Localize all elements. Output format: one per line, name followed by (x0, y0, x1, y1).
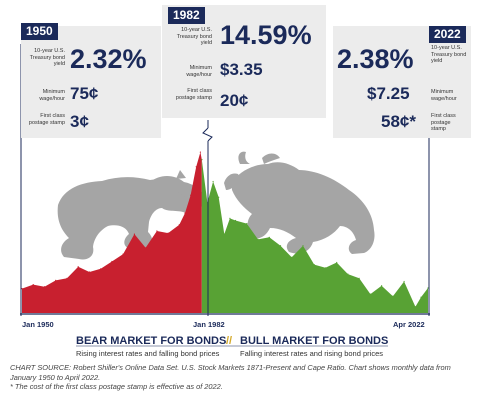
legend-bull-subtitle: Falling interest rates and rising bond p… (240, 349, 383, 358)
x-tick-label-1950: Jan 1950 (22, 320, 54, 329)
yield-label-2022: 10-year U.S. Treasury bond yield (431, 45, 467, 64)
data-point (201, 159, 203, 161)
legend-bull: BULL MARKET FOR BONDS (240, 335, 389, 347)
wage-value-1950: 75¢ (70, 84, 99, 103)
data-point (268, 236, 270, 238)
data-point (32, 284, 34, 286)
data-point (427, 287, 429, 289)
data-point (246, 223, 248, 225)
year-tag-1982: 1982 (168, 7, 205, 24)
postage-label-2022: First class postage stamp (431, 113, 456, 132)
x-tick-label-1982: Jan 1982 (193, 320, 225, 329)
data-point (145, 247, 147, 249)
wage-label-1950: Minimum wage/hour (39, 89, 65, 102)
yield-value-1982: 14.59% (220, 20, 312, 50)
panel-1950 (21, 26, 161, 138)
panel-2022 (333, 26, 471, 138)
data-point (21, 288, 23, 290)
data-point (358, 277, 360, 279)
yield-label-1950: 10-year U.S. Treasury bond yield (29, 48, 65, 67)
wage-label-2022: Minimum wage/hour (431, 89, 457, 102)
data-point (178, 224, 180, 226)
data-point (414, 306, 416, 308)
wage-value-1982: $3.35 (220, 60, 263, 79)
bear-yield-area (22, 152, 202, 313)
data-point (392, 295, 394, 297)
data-point (381, 285, 383, 287)
postage-value-1950: 3¢ (70, 112, 89, 131)
wage-value-2022: $7.25 (367, 84, 410, 103)
source-line: CHART SOURCE: Robert Shiller's Online Da… (10, 363, 451, 382)
data-point (291, 256, 293, 258)
data-point (218, 196, 220, 198)
bull-yield-area (201, 159, 428, 313)
divider-1982-break (202, 127, 213, 142)
yield-value-1950: 2.32% (70, 44, 147, 74)
data-point (77, 266, 79, 268)
data-point (313, 264, 315, 266)
data-point (420, 296, 422, 298)
data-point (257, 238, 259, 240)
data-point (195, 166, 197, 168)
data-point (55, 279, 57, 281)
legend-separator: // (226, 335, 233, 347)
data-point (223, 233, 225, 235)
data-point (122, 253, 124, 255)
yield-value-2022: 2.38% (337, 44, 414, 74)
data-point (66, 277, 68, 279)
x-tick-label-2022: Apr 2022 (393, 320, 425, 329)
year-tag-1950: 1950 (21, 23, 58, 40)
data-point (369, 293, 371, 295)
data-point (229, 217, 231, 219)
yield-label-1982: 10-year U.S. Treasury bond yield (176, 27, 212, 46)
data-point (167, 232, 169, 234)
chart-source-note: CHART SOURCE: Robert Shiller's Online Da… (10, 363, 478, 392)
bull-illustration (224, 151, 375, 254)
postage-footnote: * The cost of the first class postage st… (10, 382, 223, 391)
data-point (199, 151, 201, 153)
data-point (156, 230, 158, 232)
year-tag-2022: 2022 (429, 26, 466, 43)
postage-value-1982: 20¢ (220, 91, 249, 110)
legend-bear-subtitle: Rising interest rates and falling bond p… (76, 349, 220, 358)
data-point (100, 268, 102, 270)
data-point (212, 180, 214, 183)
wage-label-1982: Minimum wage/hour (186, 65, 212, 78)
data-point (88, 271, 90, 273)
data-point (111, 260, 113, 263)
data-point (184, 212, 186, 214)
data-point (336, 261, 338, 264)
data-point (190, 194, 192, 196)
bear-market-area (21, 151, 203, 313)
postage-label-1950: First class postage stamp (28, 113, 65, 126)
data-point (133, 233, 135, 235)
data-point (279, 245, 282, 247)
data-point (403, 280, 405, 283)
data-point (43, 286, 46, 288)
data-point (347, 273, 349, 275)
data-point (234, 219, 237, 222)
data-point (324, 267, 326, 269)
data-point (302, 245, 304, 247)
postage-label-1982: First class postage stamp (175, 88, 212, 101)
legend-bear: BEAR MARKET FOR BONDS (76, 335, 227, 347)
postage-value-2022: 58¢* (381, 112, 416, 131)
